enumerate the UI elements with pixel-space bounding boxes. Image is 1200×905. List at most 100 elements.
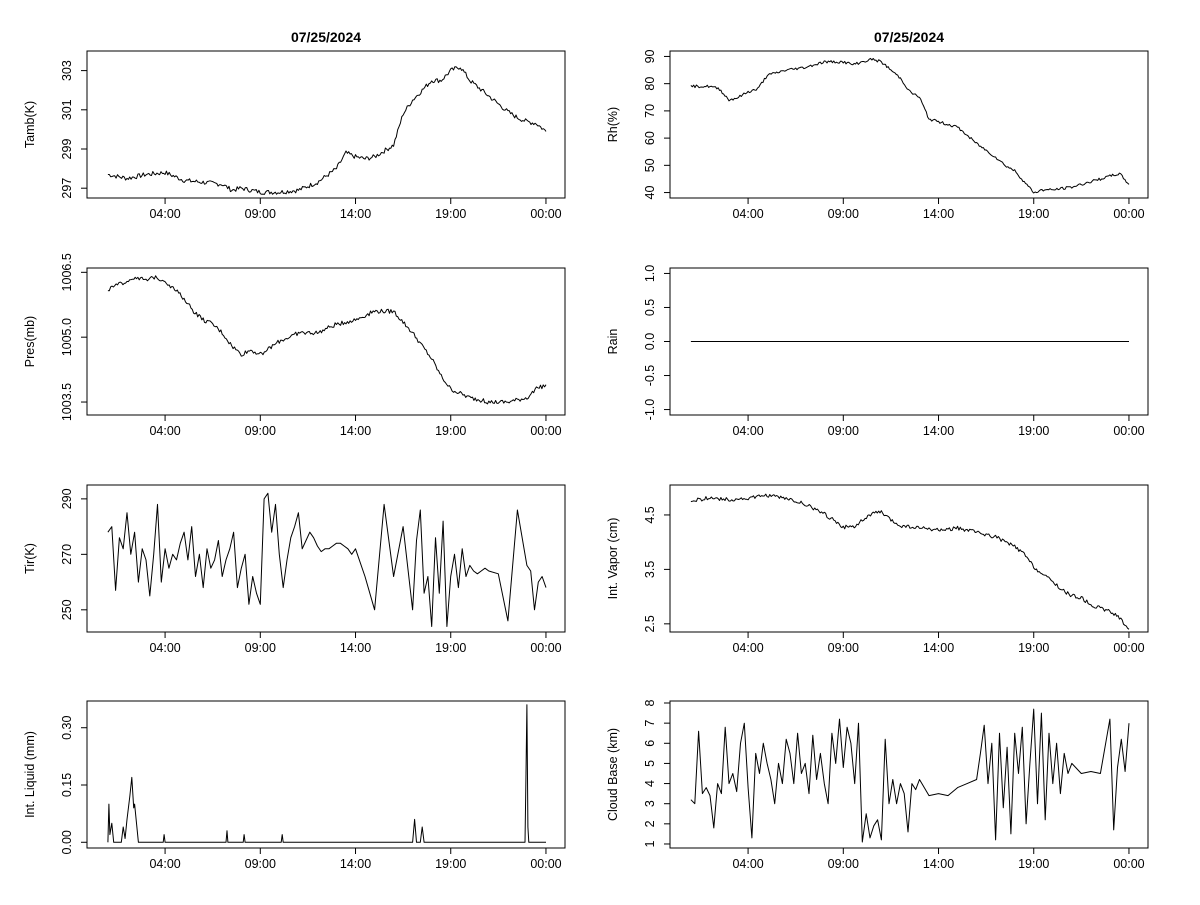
rh-ytick-label: 50 — [643, 158, 657, 172]
rh-ytick-label: 90 — [643, 49, 657, 63]
liquid-xtick-label: 04:00 — [149, 857, 180, 871]
tamb-ytick-label: 297 — [60, 178, 74, 199]
tir-ytick-label: 290 — [60, 488, 74, 509]
liquid-xtick-label: 09:00 — [245, 857, 276, 871]
rain-xtick-label: 00:00 — [1113, 424, 1144, 438]
panel-pres: 04:00 09:00 14:00 19:00 00:00 1003.5 1005.0 100… — [23, 253, 566, 438]
tir-xtick-label: 14:00 — [340, 641, 371, 655]
cloud-ylabel: Cloud Base (km) — [606, 728, 620, 821]
rain-xtick-label: 19:00 — [1018, 424, 1049, 438]
pres-ytick-label: 1006.5 — [60, 253, 74, 291]
cloud-ytick-label: 1 — [643, 840, 657, 847]
cloud-xtick-label: 09:00 — [828, 857, 859, 871]
tir-series-line — [107, 492, 547, 627]
rh-series-line — [690, 57, 1130, 194]
rh-xtick-label: 04:00 — [732, 207, 763, 221]
tamb-ytick-label: 303 — [60, 60, 74, 81]
rh-plot-frame — [669, 50, 1149, 199]
panel-rain: 04:00 09:00 14:00 19:00 00:00 -1.0 -0.5 0.0 0.5 1… — [606, 265, 1149, 438]
tamb-xtick-label: 19:00 — [435, 207, 466, 221]
title-right: 07/25/2024 — [874, 29, 944, 45]
pres-xtick-label: 19:00 — [435, 424, 466, 438]
cloud-ytick-label: 2 — [643, 820, 657, 827]
liquid-ytick-label: 0.15 — [60, 773, 74, 797]
tamb-xtick-label: 00:00 — [530, 207, 561, 221]
vapor-xtick-label: 09:00 — [828, 641, 859, 655]
cloud-xtick-label: 00:00 — [1113, 857, 1144, 871]
tir-xtick-label: 04:00 — [149, 641, 180, 655]
tir-ylabel: Tir(K) — [23, 543, 37, 574]
rh-xtick-label: 09:00 — [828, 207, 859, 221]
tamb-xtick-label: 14:00 — [340, 207, 371, 221]
vapor-plot-frame — [669, 484, 1149, 633]
liquid-ytick-label: 0.00 — [60, 830, 74, 854]
cloud-ytick-label: 8 — [643, 699, 657, 706]
vapor-ylabel: Int. Vapor (cm) — [606, 518, 620, 600]
liquid-xtick-label: 14:00 — [340, 857, 371, 871]
tamb-xtick-label: 04:00 — [149, 207, 180, 221]
rh-ytick-label: 80 — [643, 77, 657, 91]
cloud-xtick-label: 04:00 — [732, 857, 763, 871]
tamb-xtick-label: 09:00 — [245, 207, 276, 221]
tir-ytick-label: 250 — [60, 599, 74, 620]
vapor-ytick-label: 4.5 — [643, 506, 657, 523]
panel-cloud: 04:00 09:00 14:00 19:00 00:00 1 2 3 4 5 6 7 8 Cloud B… — [606, 699, 1149, 871]
tir-ytick-label: 270 — [60, 544, 74, 565]
vapor-xtick-label: 00:00 — [1113, 641, 1144, 655]
cloud-plot-frame — [669, 700, 1149, 849]
cloud-ytick-label: 5 — [643, 760, 657, 767]
pres-ylabel: Pres(mb) — [23, 316, 37, 367]
panel-liquid: 04:00 09:00 14:00 19:00 00:00 0.00 0.15 0.30 Int… — [23, 700, 566, 871]
liquid-xtick-label: 00:00 — [530, 857, 561, 871]
tamb-series-line — [107, 66, 547, 195]
pres-xtick-label: 14:00 — [340, 424, 371, 438]
vapor-xtick-label: 19:00 — [1018, 641, 1049, 655]
rain-ylabel: Rain — [606, 329, 620, 355]
rh-ytick-label: 70 — [643, 104, 657, 118]
rh-xtick-label: 14:00 — [923, 207, 954, 221]
tamb-ylabel: Tamb(K) — [23, 101, 37, 148]
cloud-ytick-label: 6 — [643, 740, 657, 747]
cloud-ytick-label: 3 — [643, 800, 657, 807]
pres-series-line — [107, 275, 547, 405]
liquid-ytick-label: 0.30 — [60, 716, 74, 740]
cloud-ytick-label: 4 — [643, 780, 657, 787]
panel-tir: 04:00 09:00 14:00 19:00 00:00 250 270 290 Tir(K) — [23, 484, 566, 655]
title-left: 07/25/2024 — [291, 29, 361, 45]
panel-tamb: 04:00 09:00 14:00 19:00 00:00 297 299 301 303 Tam… — [23, 50, 566, 221]
rain-ytick-label: 0.0 — [643, 333, 657, 350]
cloud-series-line — [690, 708, 1130, 843]
cloud-ytick-label: 7 — [643, 720, 657, 727]
cloud-xtick-label: 14:00 — [923, 857, 954, 871]
pres-plot-frame — [86, 267, 566, 416]
rain-ytick-label: -0.5 — [643, 365, 657, 387]
tir-plot-frame — [86, 484, 566, 633]
cloud-xtick-label: 19:00 — [1018, 857, 1049, 871]
vapor-ytick-label: 2.5 — [643, 615, 657, 632]
panel-rh: 04:00 09:00 14:00 19:00 00:00 40 50 60 70 80 90 Rh(… — [606, 49, 1149, 221]
tamb-ytick-label: 301 — [60, 99, 74, 120]
vapor-series-line — [690, 493, 1130, 630]
rain-ytick-label: 0.5 — [643, 299, 657, 316]
rh-xtick-label: 19:00 — [1018, 207, 1049, 221]
rh-ytick-label: 60 — [643, 131, 657, 145]
rain-ytick-label: -1.0 — [643, 399, 657, 421]
rain-xtick-label: 04:00 — [732, 424, 763, 438]
pres-xtick-label: 00:00 — [530, 424, 561, 438]
liquid-ylabel: Int. Liquid (mm) — [23, 731, 37, 818]
rain-ytick-label: 1.0 — [643, 265, 657, 282]
liquid-plot-frame — [86, 700, 566, 849]
pres-ytick-label: 1003.5 — [60, 383, 74, 421]
rh-ylabel: Rh(%) — [606, 107, 620, 142]
tamb-plot-frame — [86, 50, 566, 199]
rh-ytick-label: 40 — [643, 186, 657, 200]
tir-xtick-label: 09:00 — [245, 641, 276, 655]
tamb-ytick-label: 299 — [60, 139, 74, 160]
vapor-ytick-label: 3.5 — [643, 561, 657, 578]
rain-xtick-label: 09:00 — [828, 424, 859, 438]
vapor-xtick-label: 04:00 — [732, 641, 763, 655]
pres-xtick-label: 04:00 — [149, 424, 180, 438]
liquid-xtick-label: 19:00 — [435, 857, 466, 871]
